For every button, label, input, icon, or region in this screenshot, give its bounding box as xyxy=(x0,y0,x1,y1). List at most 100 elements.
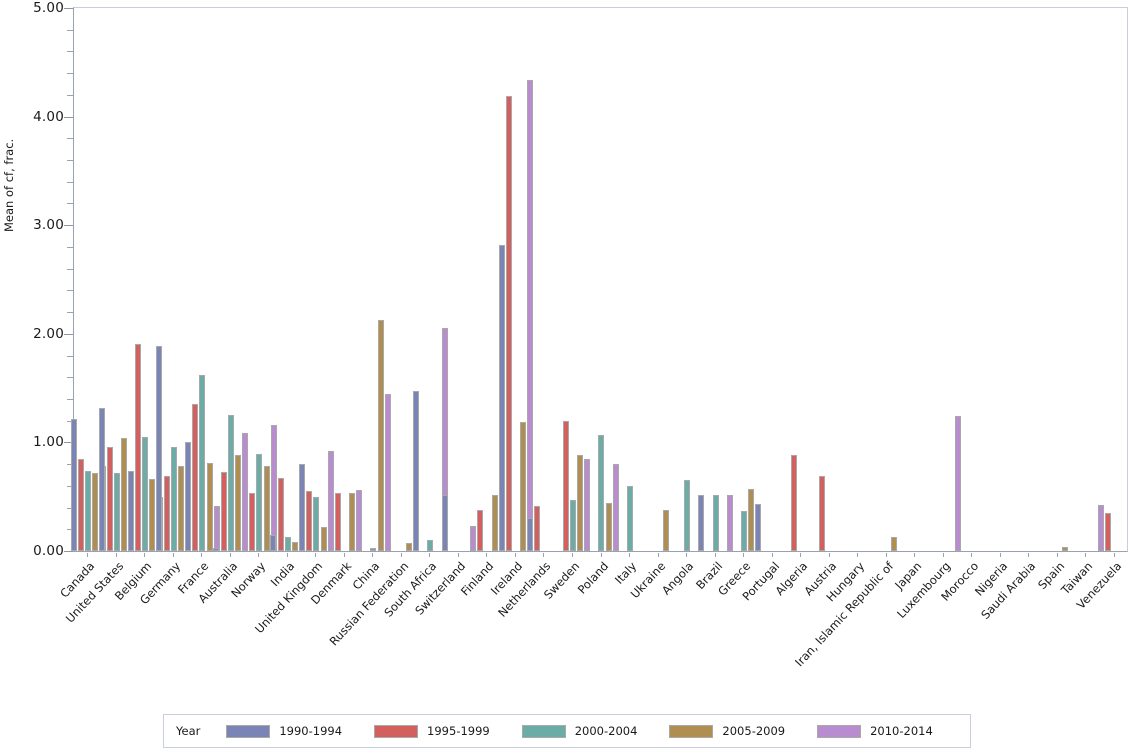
bar[interactable] xyxy=(520,421,527,551)
bar[interactable] xyxy=(163,476,170,551)
bar[interactable] xyxy=(127,470,134,551)
bar[interactable] xyxy=(78,458,85,551)
bar[interactable] xyxy=(85,470,92,551)
bar[interactable] xyxy=(477,509,484,551)
bar[interactable] xyxy=(427,540,434,551)
bar-group xyxy=(613,8,648,551)
x-tick-mark xyxy=(714,553,716,557)
bar[interactable] xyxy=(441,494,448,551)
bar[interactable] xyxy=(113,472,120,551)
bar[interactable] xyxy=(505,95,512,551)
bar[interactable] xyxy=(349,493,356,551)
bar[interactable] xyxy=(249,493,256,551)
bar[interactable] xyxy=(384,393,391,551)
bar[interactable] xyxy=(206,463,213,551)
bar[interactable] xyxy=(584,458,591,551)
bar[interactable] xyxy=(612,464,619,551)
bar[interactable] xyxy=(199,375,206,551)
bar[interactable] xyxy=(120,438,127,551)
bar[interactable] xyxy=(712,494,719,551)
bar[interactable] xyxy=(320,527,327,551)
bar[interactable] xyxy=(70,418,77,551)
bar[interactable] xyxy=(562,420,569,551)
y-tick-mark-minor xyxy=(67,355,73,357)
bar[interactable] xyxy=(498,244,505,551)
bar[interactable] xyxy=(413,391,420,551)
bar[interactable] xyxy=(662,509,669,551)
legend-item[interactable]: 1990-1994 xyxy=(226,724,342,738)
x-tick-mark xyxy=(885,553,887,557)
bar[interactable] xyxy=(755,504,762,551)
bar[interactable] xyxy=(227,415,234,551)
bar[interactable] xyxy=(698,494,705,551)
bar[interactable] xyxy=(256,454,263,551)
legend-swatch xyxy=(521,724,566,738)
legend-label: 2005-2009 xyxy=(722,724,786,738)
bar[interactable] xyxy=(890,536,897,551)
bar[interactable] xyxy=(819,476,826,551)
legend-label: 1995-1999 xyxy=(427,724,490,738)
bar[interactable] xyxy=(470,526,477,551)
bar[interactable] xyxy=(313,496,320,551)
bar-group xyxy=(812,8,847,551)
bar[interactable] xyxy=(406,543,413,551)
bar[interactable] xyxy=(277,478,284,551)
bar[interactable] xyxy=(1061,546,1068,551)
bar-group xyxy=(755,8,790,551)
legend-item[interactable]: 2000-2004 xyxy=(521,724,637,738)
bar[interactable] xyxy=(156,345,163,551)
bar[interactable] xyxy=(220,471,227,551)
bar[interactable] xyxy=(270,534,277,551)
bar[interactable] xyxy=(306,491,313,551)
bar[interactable] xyxy=(684,480,691,551)
bar[interactable] xyxy=(192,404,199,551)
bar[interactable] xyxy=(748,489,755,551)
bar[interactable] xyxy=(292,542,299,551)
bar[interactable] xyxy=(142,436,149,551)
x-tick-mark xyxy=(800,553,802,557)
bar[interactable] xyxy=(598,434,605,551)
bar[interactable] xyxy=(627,485,633,551)
bar[interactable] xyxy=(135,343,142,551)
legend-item[interactable]: 1995-1999 xyxy=(374,724,490,738)
legend-item[interactable]: 2010-2014 xyxy=(817,724,933,738)
bar[interactable] xyxy=(491,494,498,551)
y-tick-label: 4.00 xyxy=(33,108,64,125)
bar[interactable] xyxy=(534,506,541,551)
bar[interactable] xyxy=(605,503,612,551)
bar[interactable] xyxy=(99,407,106,551)
bar[interactable] xyxy=(955,416,962,551)
bar[interactable] xyxy=(213,547,220,551)
legend-item[interactable]: 2005-2009 xyxy=(669,724,785,738)
bar[interactable] xyxy=(334,493,341,551)
x-tick-mark xyxy=(201,553,203,557)
bar[interactable] xyxy=(106,446,113,551)
bar[interactable] xyxy=(370,547,377,551)
bar[interactable] xyxy=(298,464,305,551)
bar[interactable] xyxy=(569,499,576,551)
bar[interactable] xyxy=(170,446,177,551)
bar[interactable] xyxy=(177,466,184,551)
bar[interactable] xyxy=(527,518,534,551)
bar[interactable] xyxy=(235,455,242,551)
legend-title: Year xyxy=(176,724,201,738)
y-tick-mark xyxy=(64,116,73,118)
bar[interactable] xyxy=(284,536,291,551)
bar[interactable] xyxy=(1104,513,1111,551)
bar[interactable] xyxy=(356,490,363,551)
bar[interactable] xyxy=(327,451,334,551)
bar-group xyxy=(527,8,562,551)
bar[interactable] xyxy=(184,442,191,551)
bar[interactable] xyxy=(149,479,156,551)
bar[interactable] xyxy=(577,455,584,551)
bar[interactable] xyxy=(92,472,99,551)
bar[interactable] xyxy=(242,432,249,551)
x-tick-mark xyxy=(686,553,688,557)
bar[interactable] xyxy=(377,319,384,551)
bar[interactable] xyxy=(726,494,733,551)
bar-group xyxy=(641,8,676,551)
bar[interactable] xyxy=(263,466,270,551)
bar[interactable] xyxy=(790,455,797,551)
bar[interactable] xyxy=(1097,505,1104,551)
bar[interactable] xyxy=(741,510,748,551)
